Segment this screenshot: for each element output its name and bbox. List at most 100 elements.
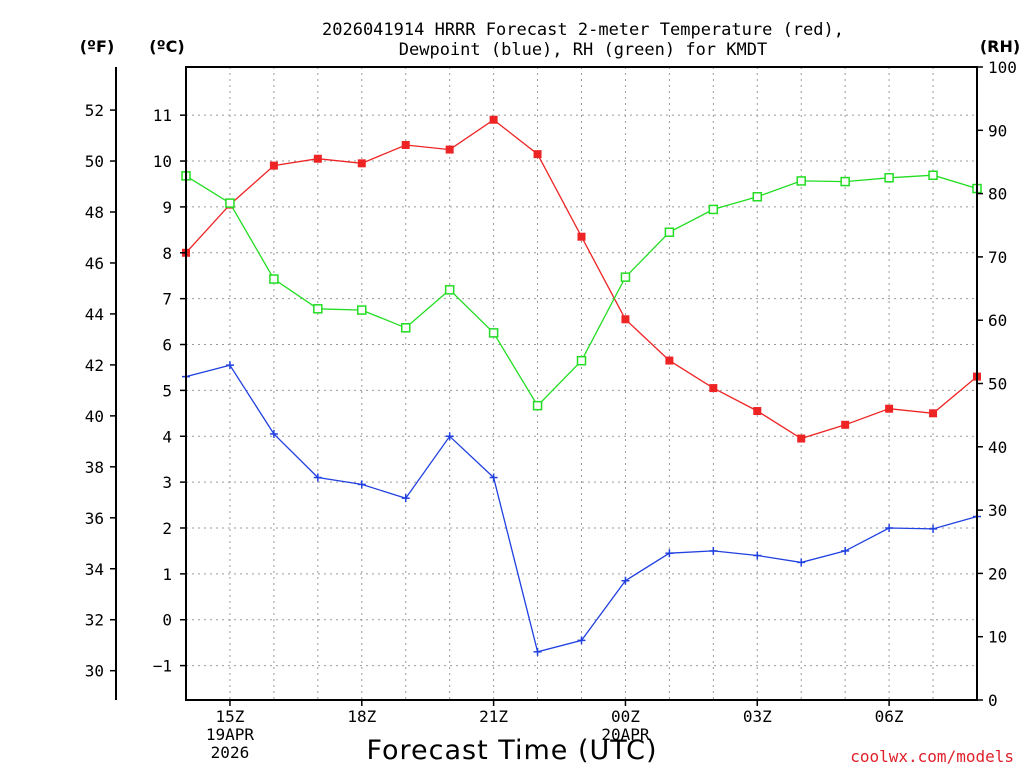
rh-point	[840, 176, 850, 187]
dewpoint-point	[753, 551, 762, 560]
x-tick-label: 18Z	[347, 707, 376, 726]
rh-point	[532, 400, 543, 411]
x-tick-label: 21Z	[479, 707, 508, 726]
rh-point	[313, 304, 323, 314]
celsius-tick-label: 2	[162, 519, 172, 538]
2-meter-temperature-point	[401, 140, 410, 149]
dewpoint-point	[313, 473, 322, 482]
2-meter-temperature-point	[885, 404, 894, 413]
fahrenheit-tick-label: 36	[85, 509, 104, 528]
dewpoint-point	[841, 546, 850, 555]
fahrenheit-tick-label: 34	[85, 560, 104, 579]
chart-title-line-1: 2026041914 HRRR Forecast 2-meter Tempera…	[322, 20, 844, 40]
rh-point	[708, 204, 719, 215]
dewpoint-point	[577, 636, 586, 645]
2-meter-temperature-point	[621, 315, 630, 324]
rh-point	[400, 323, 411, 333]
rh-unit-label: (RH)	[980, 37, 1020, 56]
rh-point	[225, 198, 235, 208]
rh-point	[269, 274, 279, 284]
fahrenheit-tick-label: 42	[85, 356, 104, 375]
fahrenheit-unit-label: (ºF)	[80, 37, 115, 56]
dewpoint-point	[533, 647, 542, 656]
2-meter-temperature-point	[357, 159, 366, 168]
rh-tick-label: 10	[988, 628, 1007, 647]
celsius-tick-label: 0	[162, 611, 172, 630]
rh-tick-label: 50	[988, 375, 1007, 394]
rh-point	[664, 227, 675, 237]
rh-tick-label: 90	[988, 121, 1007, 140]
dewpoint-point	[797, 558, 806, 567]
celsius-tick-label: 5	[162, 381, 172, 400]
series-layer	[181, 115, 982, 656]
2-meter-temperature-point	[709, 384, 718, 393]
fahrenheit-tick-label: 46	[85, 254, 104, 273]
2-meter-temperature-point	[533, 150, 542, 159]
rh-point	[884, 173, 894, 183]
x-tick-label: 03Z	[743, 707, 772, 726]
credit-text: coolwx.com/models	[850, 747, 1014, 766]
x-axis-title: Forecast Time (UTC)	[366, 735, 657, 766]
rh-tick-label: 80	[988, 185, 1007, 204]
2-meter-temperature-point	[841, 420, 850, 429]
rh-point	[620, 272, 631, 282]
dewpoint-point	[401, 494, 410, 503]
dewpoint-point	[709, 546, 718, 555]
fahrenheit-tick-label: 40	[85, 407, 104, 426]
plot-frame	[185, 66, 978, 701]
celsius-tick-label: 11	[153, 106, 172, 125]
dewpoint-point	[225, 361, 234, 370]
rh-tick-label: 0	[988, 691, 998, 710]
dewpoint-point	[445, 432, 454, 441]
fahrenheit-tick-label: 44	[85, 305, 104, 324]
rh-tick-label: 40	[988, 438, 1007, 457]
rh-tick-label: 60	[988, 311, 1007, 330]
dewpoint-point	[665, 549, 674, 558]
dewpoint-point	[269, 429, 278, 438]
2-meter-temperature-point	[577, 232, 586, 241]
x-tick-label: 00Z	[611, 707, 640, 726]
grid-layer	[185, 67, 978, 700]
rh-point	[576, 355, 587, 366]
dewpoint-point	[489, 473, 498, 482]
2-meter-temperature-point	[753, 407, 762, 416]
celsius-tick-label: 4	[162, 427, 172, 446]
celsius-tick-label: 6	[162, 336, 172, 355]
fahrenheit-tick-label: 38	[85, 458, 104, 477]
x-tick-label: 20APR	[601, 725, 650, 744]
2-meter-temperature-point	[313, 154, 322, 163]
rh-point	[488, 328, 499, 338]
rh-point	[357, 305, 367, 315]
rh-tick-label: 30	[988, 501, 1007, 520]
x-tick-label: 19APR	[206, 725, 255, 744]
fahrenheit-tick-label: 32	[85, 611, 104, 630]
2-meter-temperature-point	[665, 356, 674, 365]
celsius-tick-label: 10	[153, 152, 172, 171]
x-tick-label: 15Z	[215, 707, 244, 726]
chart-title-line-2: Dewpoint (blue), RH (green) for KMDT	[399, 40, 767, 60]
2-meter-temperature-point	[929, 409, 938, 418]
rh-point	[928, 170, 938, 180]
fahrenheit-tick-label: 30	[85, 662, 104, 681]
celsius-tick-label: 9	[162, 198, 172, 217]
x-tick-label: 06Z	[875, 707, 904, 726]
2-meter-temperature-point	[489, 115, 498, 124]
celsius-tick-label: −1	[153, 657, 172, 676]
fahrenheit-tick-label: 48	[85, 203, 104, 222]
celsius-tick-label: 1	[162, 565, 172, 584]
rh-point	[444, 285, 455, 295]
rh-tick-label: 70	[988, 248, 1007, 267]
rh-tick-label: 20	[988, 564, 1007, 583]
celsius-tick-label: 7	[162, 290, 172, 309]
fahrenheit-tick-label: 52	[85, 101, 104, 120]
celsius-unit-label: (ºC)	[149, 37, 184, 56]
rh-point	[752, 192, 763, 202]
dewpoint-point	[357, 480, 366, 489]
dewpoint-point	[929, 524, 938, 533]
dewpoint-point	[621, 576, 630, 585]
fahrenheit-tick-label: 50	[85, 152, 104, 171]
2-meter-temperature-point	[269, 161, 278, 170]
rh-tick-label: 100	[988, 58, 1017, 77]
dewpoint-point	[885, 523, 894, 532]
